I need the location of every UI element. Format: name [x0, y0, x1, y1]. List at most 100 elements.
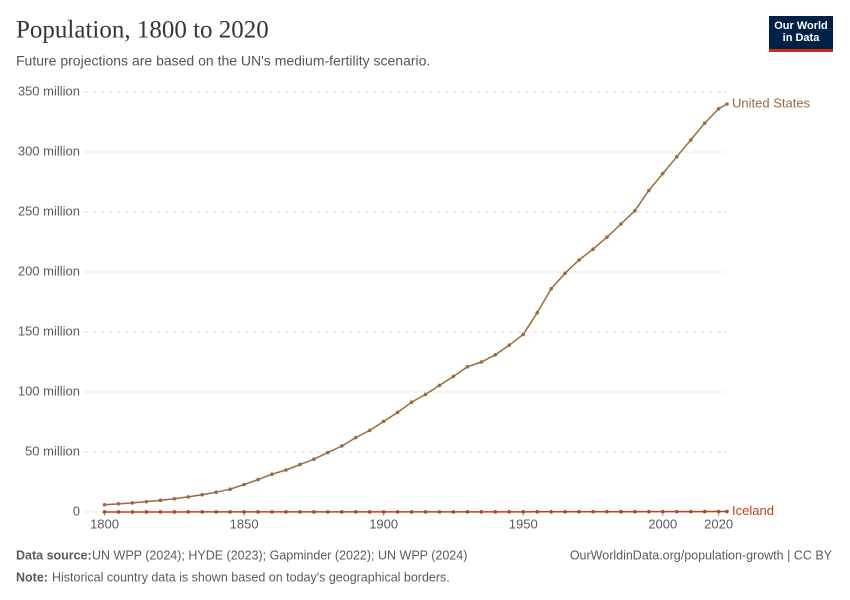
point — [200, 510, 205, 514]
point — [479, 360, 484, 364]
point — [493, 510, 498, 514]
point — [130, 501, 135, 505]
point — [549, 287, 553, 291]
point — [437, 383, 442, 388]
point — [340, 510, 344, 514]
point — [326, 510, 330, 514]
point — [674, 509, 679, 514]
chart-title: Population, 1800 to 2020 — [16, 17, 269, 44]
point — [256, 510, 260, 514]
point — [200, 492, 205, 497]
point — [228, 510, 232, 514]
logo[interactable]: Our World in Data — [769, 16, 833, 52]
y-tick-label: 0 — [73, 503, 80, 518]
point — [367, 510, 372, 514]
x-tick-label: 2000 — [648, 516, 677, 531]
point — [284, 468, 288, 472]
source-url[interactable]: OurWorldinData.org/population-growth | C… — [570, 548, 833, 562]
point — [507, 343, 512, 348]
point — [228, 487, 232, 492]
point — [577, 258, 581, 262]
point — [605, 509, 609, 514]
point — [130, 510, 135, 514]
point — [702, 121, 707, 125]
y-tick-label: 50 million — [25, 443, 80, 458]
point — [158, 498, 163, 503]
point — [158, 510, 163, 514]
point — [549, 509, 553, 514]
point — [688, 138, 693, 142]
point — [256, 477, 260, 482]
point — [465, 510, 470, 514]
point — [381, 419, 386, 424]
point — [298, 510, 302, 514]
point — [312, 510, 316, 514]
point — [661, 509, 665, 514]
point — [326, 450, 330, 455]
point — [186, 510, 191, 514]
point — [716, 509, 721, 514]
logo-text: Our World in Data — [774, 20, 828, 44]
logo-box — [769, 16, 833, 52]
point — [605, 235, 609, 239]
point — [619, 222, 623, 226]
point — [172, 497, 177, 501]
logo-bar — [769, 49, 833, 52]
point — [688, 509, 693, 514]
series-label: United States — [732, 95, 811, 110]
point — [312, 457, 316, 462]
y-tick-label: 200 million — [18, 263, 80, 278]
point — [423, 392, 428, 397]
point — [367, 428, 372, 433]
point — [702, 509, 707, 514]
point — [298, 462, 302, 467]
point — [507, 510, 512, 514]
point — [563, 509, 567, 514]
series-label: Iceland — [732, 503, 774, 518]
point — [619, 509, 623, 514]
point — [102, 503, 107, 507]
x-tick-label: 1950 — [509, 516, 538, 531]
point — [451, 374, 456, 379]
point — [451, 510, 456, 514]
source: UN WPP (2024); HYDE (2023); Gapminder (2… — [92, 548, 467, 562]
source-label: Data source: — [16, 548, 92, 562]
point — [493, 353, 498, 357]
point — [409, 510, 414, 514]
point — [116, 502, 121, 506]
point — [716, 107, 721, 111]
point — [214, 510, 218, 514]
point — [353, 435, 358, 440]
point — [479, 510, 484, 514]
point — [437, 510, 442, 514]
point — [591, 509, 595, 514]
point — [270, 472, 274, 477]
point — [395, 410, 400, 415]
point — [186, 495, 191, 499]
point — [661, 171, 665, 176]
point — [647, 188, 651, 193]
chart-subtitle: Future projections are based on the UN's… — [16, 53, 430, 69]
point — [535, 311, 539, 315]
note-label: Note: — [16, 570, 48, 584]
y-tick-label: 100 million — [18, 383, 80, 398]
x-tick-label: 1850 — [230, 516, 259, 531]
point — [242, 510, 246, 514]
y-tick-label: 250 million — [18, 203, 80, 218]
note: Historical country data is shown based o… — [52, 570, 450, 584]
x-tick-label: 1800 — [90, 516, 119, 531]
point — [633, 209, 637, 213]
point — [521, 332, 526, 337]
logo-text-box: Our World in Data — [774, 20, 828, 44]
series-line — [104, 103, 728, 506]
point — [284, 510, 288, 514]
point — [409, 400, 414, 405]
point — [214, 490, 218, 495]
point — [725, 102, 729, 106]
y-tick-label: 150 million — [18, 323, 80, 338]
point — [563, 271, 567, 276]
point — [116, 510, 121, 514]
point — [270, 510, 274, 514]
point — [423, 510, 428, 514]
